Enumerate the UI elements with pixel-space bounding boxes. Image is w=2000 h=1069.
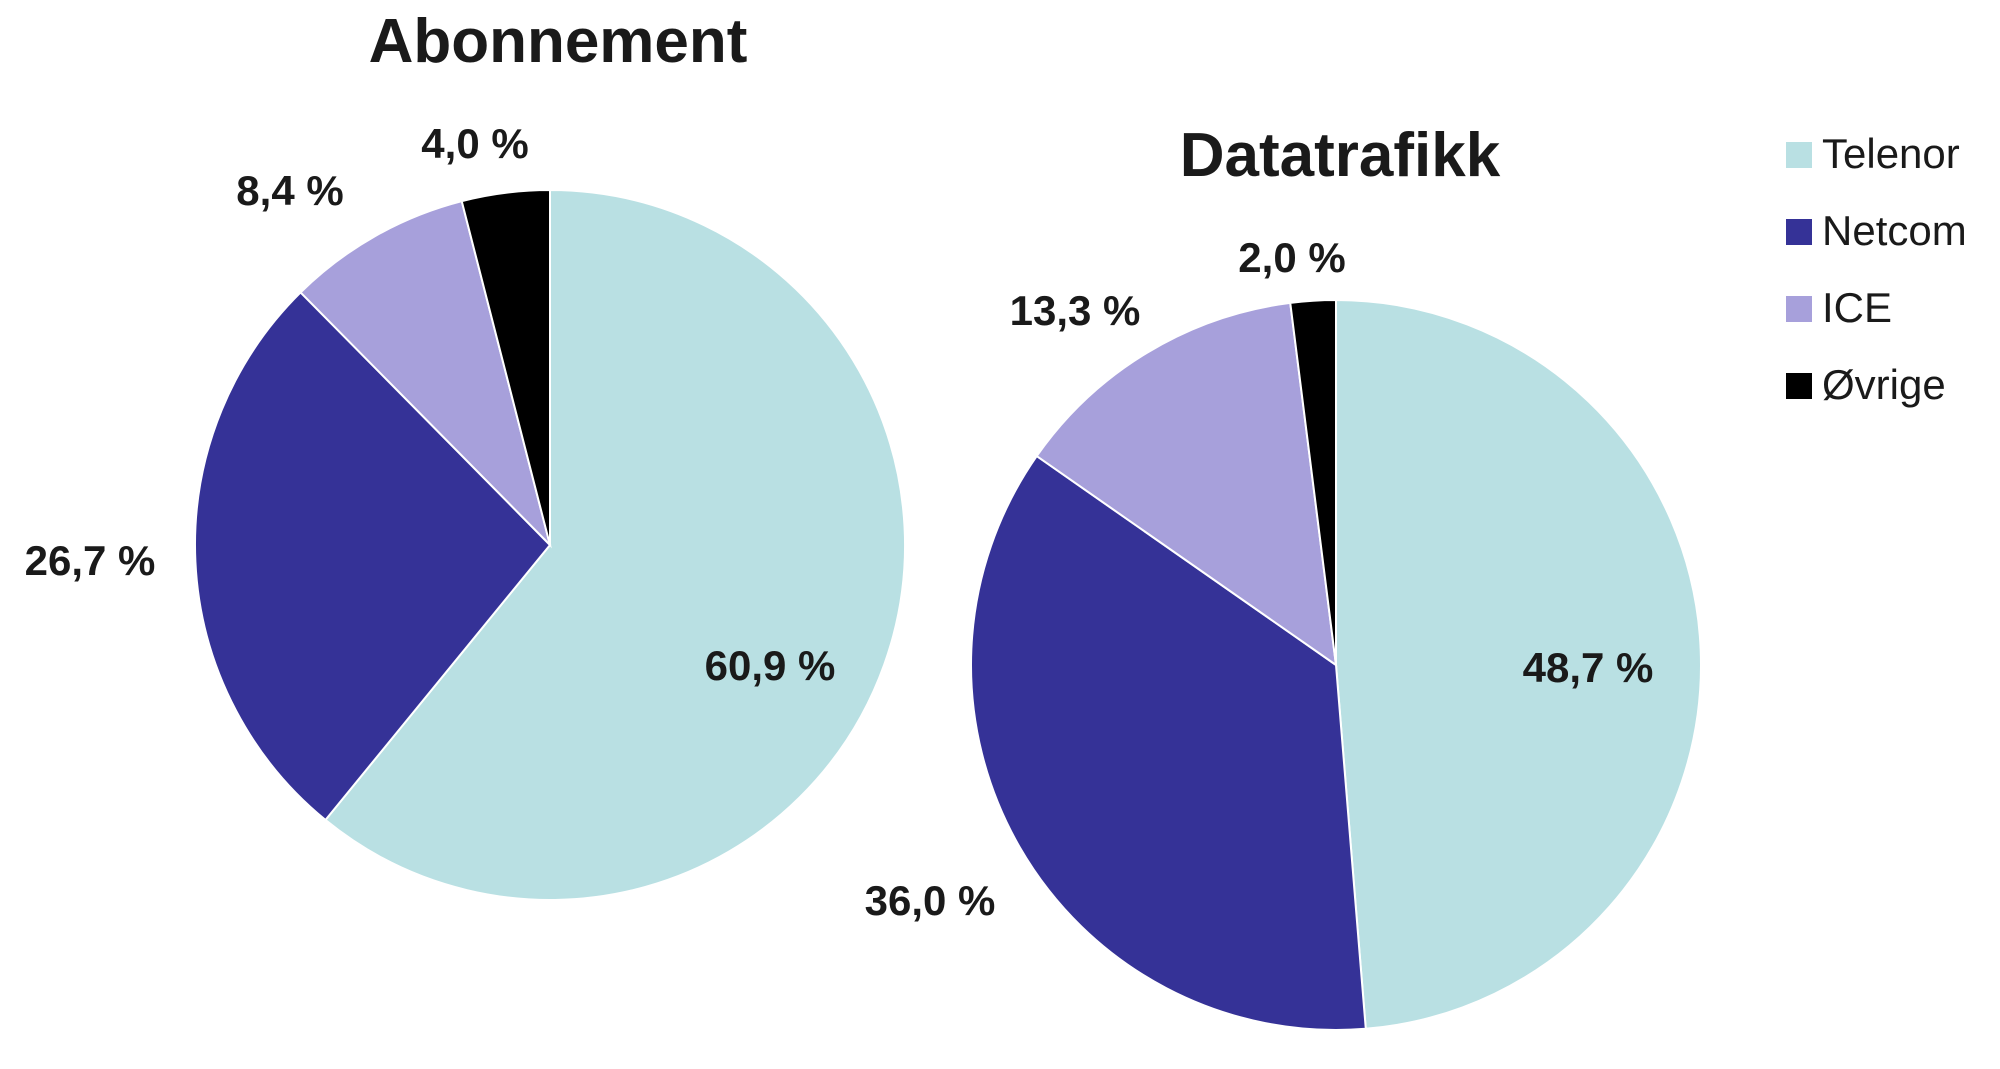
legend-swatch-ovrige [1786,373,1812,399]
datatrafikk-label-ice: 13,3 % [1010,287,1141,334]
datatrafikk-slice-ovrige [1289,298,1337,666]
legend-swatch-netcom [1786,219,1812,245]
abonnement-label-ice: 8,4 % [236,167,343,214]
abonnement-label-telenor: 60,9 % [705,642,836,689]
abonnement-slice-ice [299,199,552,549]
abonnement-pie-chart: Abonnement 60,9 % 26,7 % 8,4 % 4,0 % [25,7,906,901]
datatrafikk-title: Datatrafikk [1180,121,1501,190]
legend-label-telenor: Telenor [1822,130,1960,177]
legend-swatch-ice [1786,296,1812,322]
legend: Telenor Netcom ICE Øvrige [1786,130,1967,408]
legend-label-netcom: Netcom [1822,207,1967,254]
abonnement-label-ovrige: 4,0 % [421,120,528,167]
legend-label-ice: ICE [1822,284,1892,331]
abonnement-title: Abonnement [369,7,748,76]
datatrafikk-label-ovrige: 2,0 % [1238,234,1345,281]
datatrafikk-pie-chart: Datatrafikk 48,7 % 36,0 % 13,3 % 2,0 % [865,121,1702,1031]
abonnement-label-netcom: 26,7 % [25,537,156,584]
datatrafikk-label-netcom: 36,0 % [865,877,996,924]
abonnement-slice-telenor [324,188,906,901]
datatrafikk-slice-ice [1035,301,1338,668]
datatrafikk-slice-netcom [970,454,1367,1031]
legend-swatch-telenor [1786,142,1812,168]
abonnement-slice-ovrige [460,188,551,546]
abonnement-slice-netcom [194,290,552,822]
datatrafikk-label-telenor: 48,7 % [1523,644,1654,691]
legend-label-ovrige: Øvrige [1822,361,1946,408]
datatrafikk-slice-telenor [1335,298,1702,1030]
